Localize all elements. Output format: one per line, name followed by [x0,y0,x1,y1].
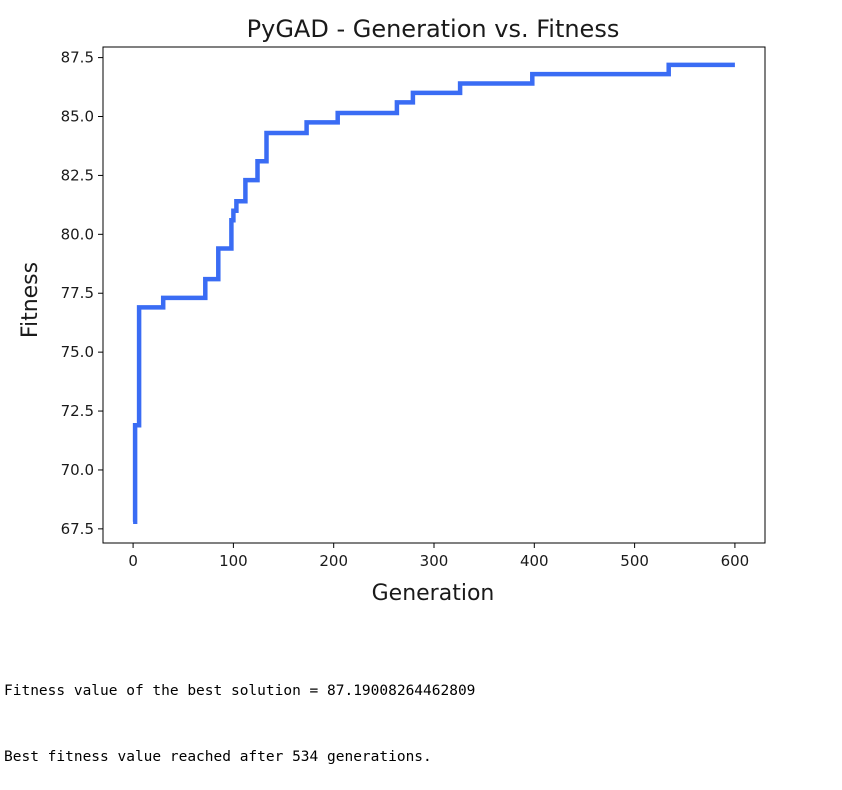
console-output: Fitness value of the best solution = 87.… [4,636,475,790]
y-tick-label: 67.5 [61,520,94,538]
x-tick-label: 300 [420,552,449,570]
fitness-series-line [132,62,735,525]
x-axis-label: Generation [372,581,495,606]
best-fitness-line: Fitness value of the best solution = 87.… [4,683,476,699]
y-axis-label: Fitness [18,262,43,338]
x-tick-label: 200 [319,552,348,570]
y-tick-label: 80.0 [61,225,94,243]
y-tick-label: 82.5 [61,166,94,184]
y-tick-label: 72.5 [61,402,94,420]
best-generation-line: Best fitness value reached after 534 gen… [4,749,432,765]
y-tick-label: 87.5 [61,49,94,67]
x-tick-label: 100 [219,552,248,570]
y-tick-label: 75.0 [61,343,94,361]
x-tick-label: 0 [128,552,138,570]
plot-area: 0 100 200 300 400 500 600 67.5 70.0 72.5 75.0 77.5 8… [61,46,766,570]
fitness-chart: PyGAD - Generation vs. Fitness 0 100 200 30… [18,15,766,606]
x-tick-label: 500 [620,552,649,570]
x-tick-label: 600 [721,552,750,570]
y-tick-label: 85.0 [61,108,94,126]
plot-frame [102,46,766,544]
y-tick-label: 70.0 [61,461,94,479]
x-tick-label: 400 [520,552,549,570]
chart-title: PyGAD - Generation vs. Fitness [247,15,620,43]
y-tick-label: 77.5 [61,284,94,302]
